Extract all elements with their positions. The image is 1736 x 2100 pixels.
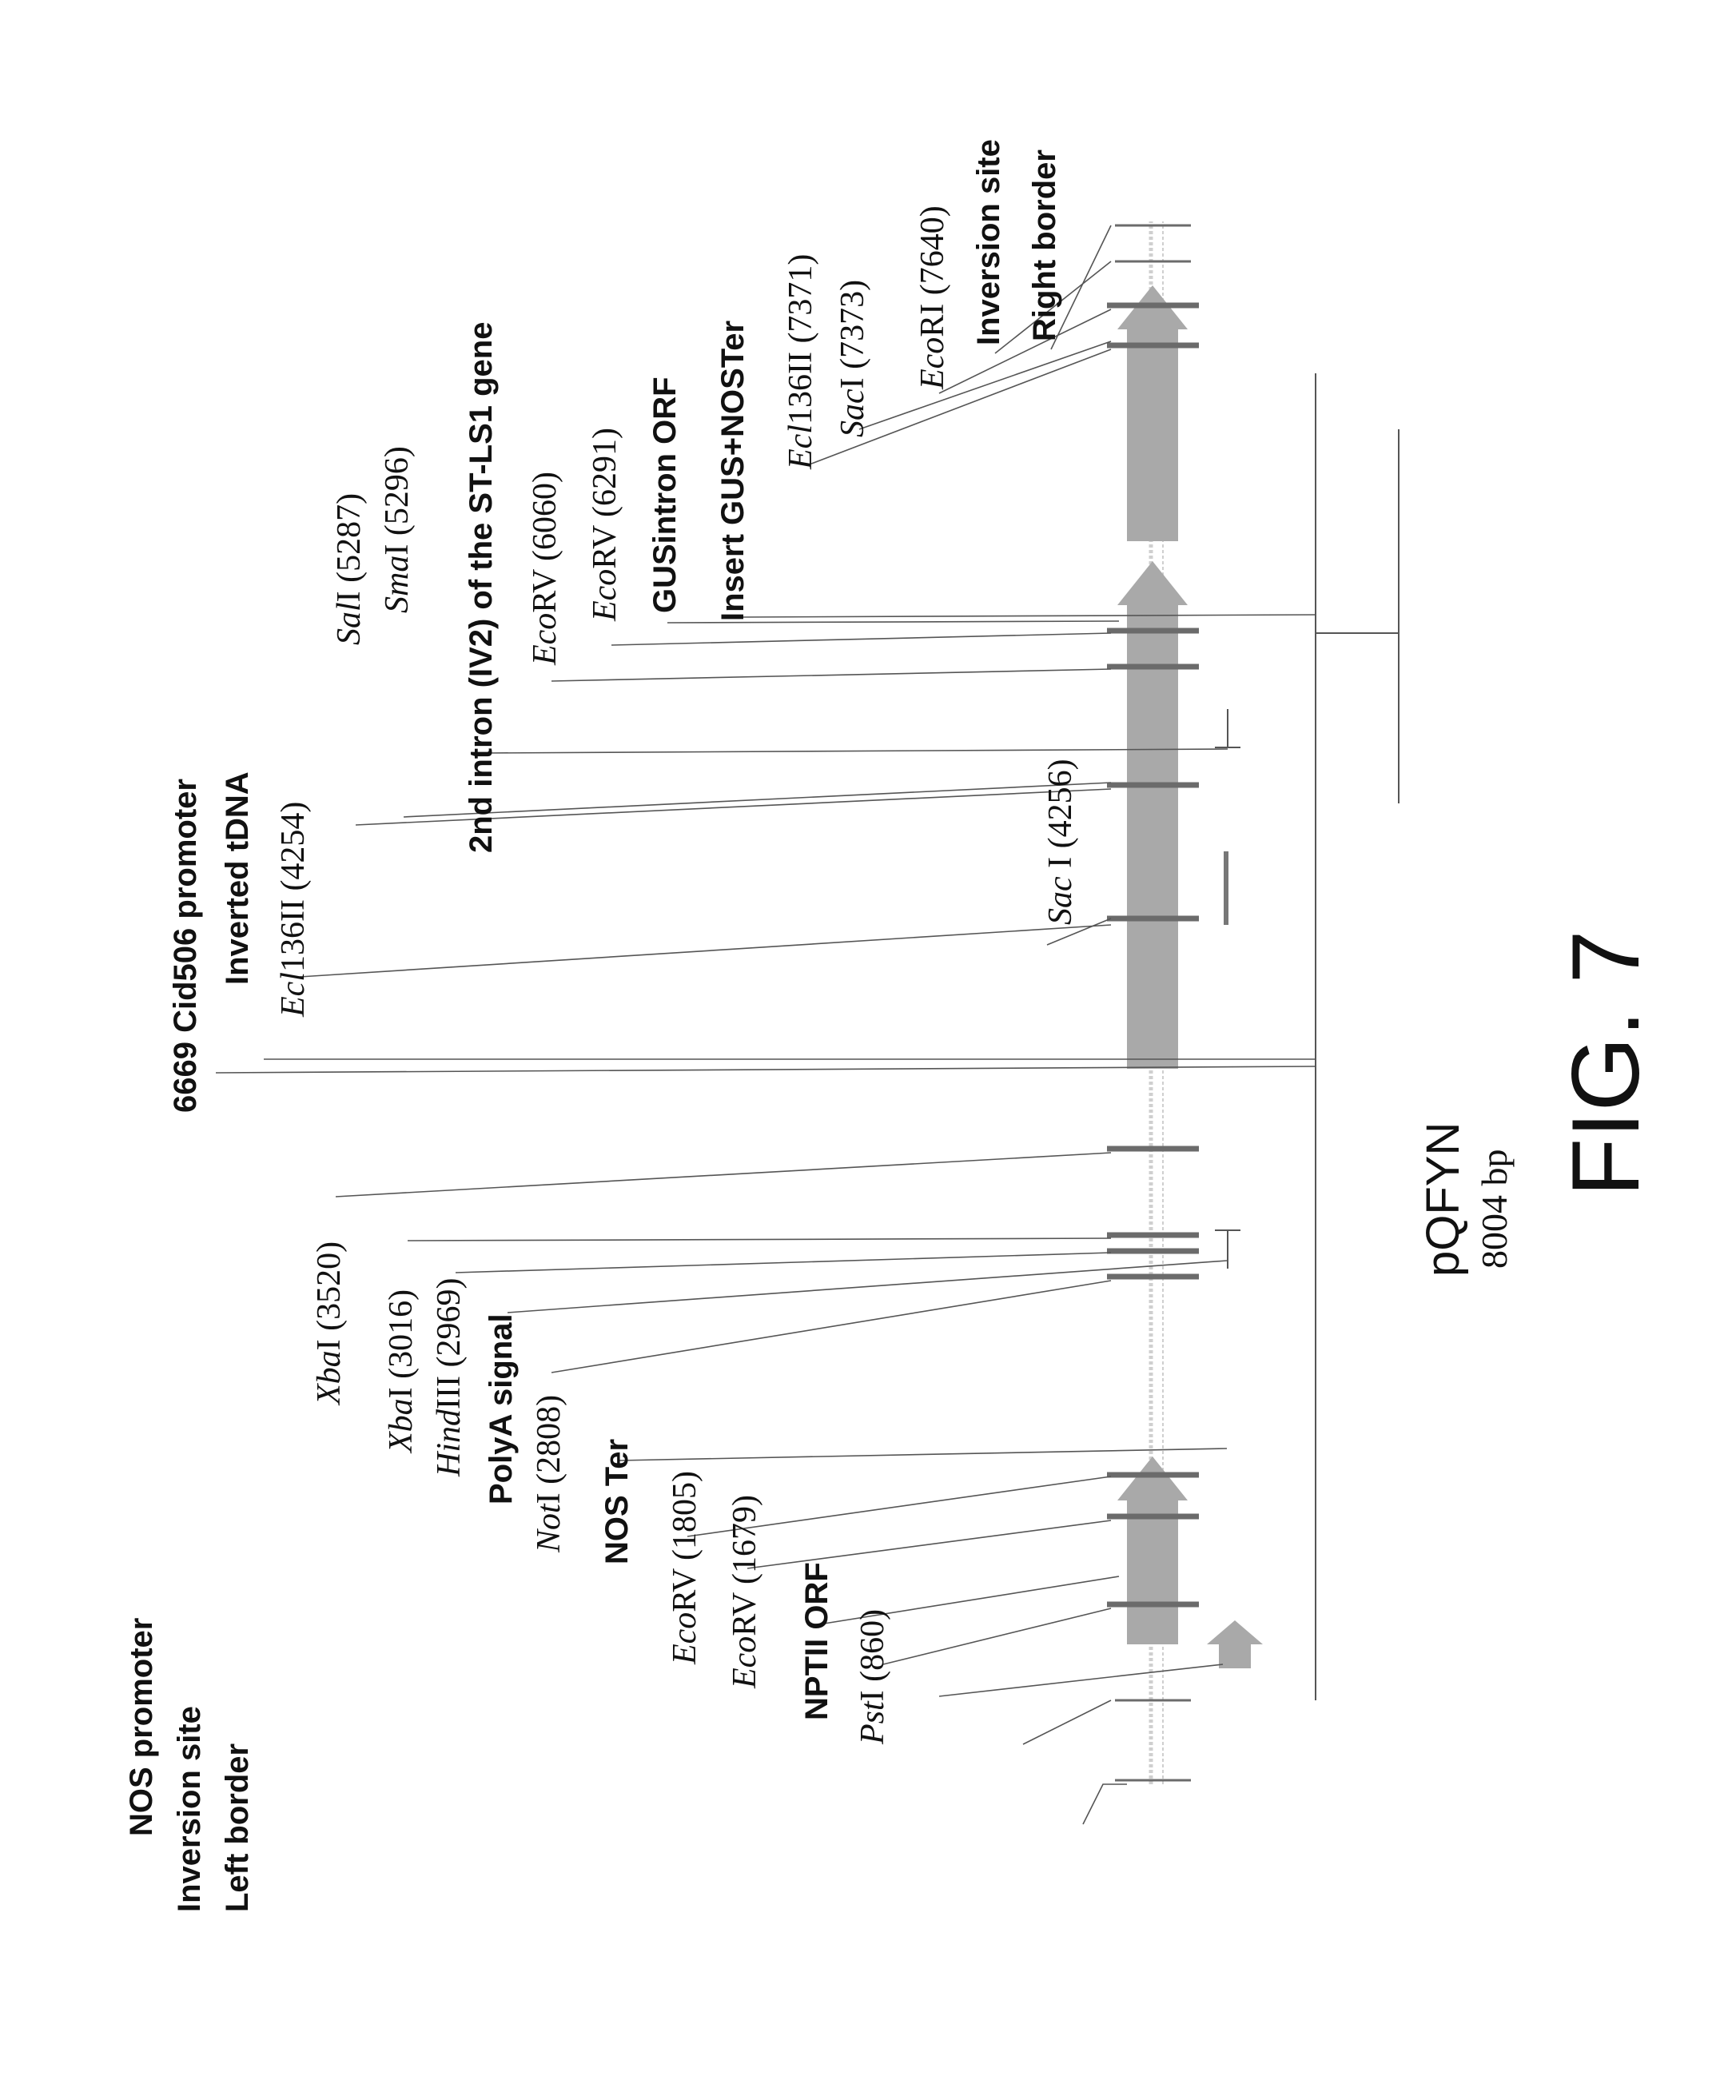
- label-saci-7373: SacI (7373): [834, 280, 871, 437]
- label-part: Sac: [834, 389, 871, 437]
- label-part: 6669 Cid506 promoter: [168, 779, 203, 1113]
- label-part: I (7373): [834, 280, 871, 389]
- label-part: Insert GUS+NOSTer: [715, 321, 751, 621]
- plasmid-name: pQFYN: [1417, 1122, 1469, 1277]
- label-hindiii-2969: HindIII (2969): [431, 1278, 468, 1477]
- label-sali-5287: SalI (5287): [331, 493, 368, 645]
- label-ecl136ii-4254: Ecl136II (4254): [275, 802, 312, 1018]
- label-part: Hind: [431, 1409, 468, 1477]
- label-part: RV (6291): [587, 428, 623, 569]
- label-part: Sac: [1042, 876, 1079, 925]
- label-ecorv-6291: EcoRV (6291): [587, 428, 623, 622]
- label-part: RV (6060): [527, 472, 563, 613]
- plasmid-size: 8004 bp: [1474, 1150, 1515, 1269]
- label-part: Eco: [527, 613, 563, 666]
- label-second-intron: 2nd intron (IV2) of the ST-LS1 gene: [464, 322, 499, 853]
- label-part: Eco: [587, 569, 623, 622]
- label-part: 2nd intron (IV2) of the ST-LS1 gene: [464, 322, 499, 853]
- gus-intron-arrow: [1117, 561, 1188, 1069]
- label-nos-promoter: NOS promoter: [124, 1618, 159, 1836]
- label-part: Xba: [311, 1350, 348, 1406]
- label-inverted-tdna: Inverted tDNA: [220, 771, 255, 985]
- label-part: Not: [531, 1503, 567, 1553]
- label-noti-2808: NotI (2808): [531, 1395, 567, 1553]
- label-part: Ecl: [275, 972, 312, 1018]
- label-part: Eco: [914, 337, 951, 390]
- label-part: GUSintron ORF: [647, 377, 683, 613]
- label-inversion-site-left: Inversion site: [172, 1706, 207, 1912]
- label-xbai-3016: XbaI (3016): [383, 1289, 420, 1454]
- label-xbai-3520: XbaI (3520): [311, 1241, 348, 1406]
- label-part: I (3016): [383, 1289, 420, 1398]
- label-part: I (5296): [379, 446, 416, 555]
- label-part: Inverted tDNA: [220, 771, 255, 985]
- label-part: I (860): [854, 1609, 891, 1701]
- label-part: RV (1805): [667, 1471, 703, 1612]
- label-left-border: Left border: [220, 1743, 255, 1912]
- label-part: NOS promoter: [124, 1618, 159, 1836]
- label-cid506-promoter: 6669 Cid506 promoter: [168, 779, 203, 1113]
- label-part: I (2808): [531, 1395, 567, 1504]
- label-part: 136II (4254): [275, 802, 312, 972]
- label-ecori-7640: EcoRI (7640): [914, 205, 951, 390]
- label-gusintron-orf: GUSintron ORF: [647, 377, 683, 613]
- label-right-border: Right border: [1027, 149, 1062, 341]
- label-part: Pst: [854, 1700, 891, 1745]
- label-part: PolyA signal: [484, 1313, 519, 1504]
- label-ecl136ii-7371: Ecl136II (7371): [782, 254, 819, 470]
- label-part: NOS Ter: [599, 1439, 635, 1564]
- label-part: I (5287): [331, 493, 368, 602]
- insert-gus-arrow: [1117, 285, 1188, 541]
- label-part: Inversion site: [971, 139, 1006, 345]
- label-part: Sal: [331, 602, 368, 645]
- label-part: RV (1679): [727, 1495, 763, 1636]
- label-part: Left border: [220, 1743, 255, 1912]
- label-part: Eco: [727, 1636, 763, 1689]
- label-part: Sma: [379, 556, 416, 613]
- label-nptii-orf: NPTII ORF: [799, 1562, 834, 1720]
- label-part: NPTII ORF: [799, 1562, 834, 1720]
- label-part: I (4256): [1042, 759, 1079, 876]
- label-part: Right border: [1027, 149, 1062, 341]
- label-ecorv-6060: EcoRV (6060): [527, 472, 563, 666]
- label-inversion-site-right: Inversion site: [971, 139, 1006, 345]
- label-psti-860: PstI (860): [854, 1609, 891, 1745]
- label-part: III (2969): [431, 1278, 468, 1409]
- label-insert-gus-noster: Insert GUS+NOSTer: [715, 321, 751, 621]
- label-part: Inversion site: [172, 1706, 207, 1912]
- label-polya-signal: PolyA signal: [484, 1313, 519, 1504]
- label-part: RI (7640): [914, 205, 951, 337]
- label-part: Ecl: [782, 424, 819, 470]
- label-ecorv-1679: EcoRV (1679): [727, 1495, 763, 1689]
- figure-label: FIG. 7: [1552, 930, 1659, 1197]
- label-part: I (3520): [311, 1241, 348, 1350]
- label-saci-4256: Sac I (4256): [1042, 759, 1079, 925]
- label-part: 136II (7371): [782, 254, 819, 424]
- label-nos-ter: NOS Ter: [599, 1439, 635, 1564]
- label-part: Xba: [383, 1398, 420, 1454]
- label-ecorv-1805: EcoRV (1805): [667, 1471, 703, 1665]
- label-smai-5296: SmaI (5296): [379, 446, 416, 613]
- label-part: Eco: [667, 1612, 703, 1665]
